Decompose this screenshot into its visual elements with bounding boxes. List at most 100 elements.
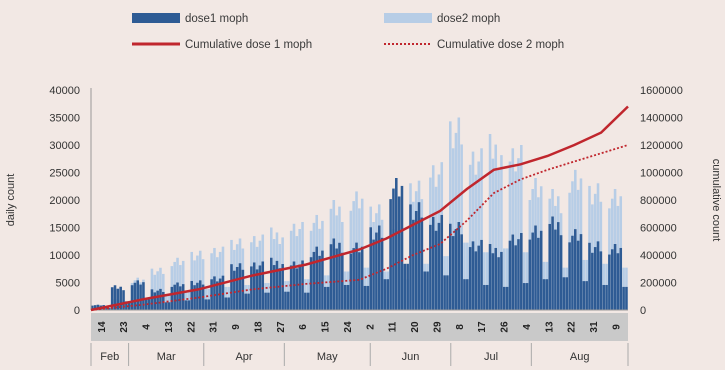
dose1-bar (579, 234, 583, 310)
dose1-bar (162, 291, 165, 310)
dose2-bar (466, 242, 469, 310)
dose1-bar (406, 263, 409, 310)
y-axis-ticks: 40000 35000 30000 25000 20000 15000 10000 5000 0 (49, 85, 80, 317)
dose1-bar (153, 292, 157, 310)
dose1-bar (400, 185, 404, 310)
dose1-bar (449, 223, 452, 310)
cumulative-dose2-line (90, 144, 629, 311)
dose2-bar (514, 171, 517, 310)
dose1-bar (517, 239, 520, 310)
y2-tick-label: 400000 (640, 250, 677, 262)
dose1-bar (446, 275, 449, 310)
dose1-bar (252, 262, 256, 310)
dose1-bar (602, 284, 605, 310)
x-tick-label: 14 (97, 321, 108, 333)
dose1-bar (278, 268, 282, 310)
dose2-bar (505, 248, 509, 310)
x-tick-label: 4 (142, 324, 153, 330)
x-tick-label: 22 (567, 321, 578, 333)
legend: dose1 moph dose2 moph Cumulative dose 1 … (132, 13, 564, 51)
dose1-bar (480, 239, 483, 310)
x-tick-label: 6 (298, 324, 309, 330)
dose1-bar (198, 280, 202, 310)
dose1-bar (429, 224, 432, 310)
dose1-bar (113, 285, 117, 310)
dose1-bar (568, 242, 571, 310)
dose1-bar (173, 284, 176, 310)
dose1-bar (431, 216, 435, 310)
dose1-bar (108, 308, 111, 310)
dose1-bar (144, 299, 148, 310)
dose1-bar (235, 266, 239, 310)
dose1-bar (156, 290, 159, 310)
dose1-bar (514, 245, 517, 310)
x-tick-label: 11 (388, 321, 399, 332)
dose2-bar (468, 164, 472, 310)
dose1-bar (147, 299, 151, 310)
y2-tick-label: 200000 (640, 278, 677, 290)
x-tick-label: 18 (253, 321, 264, 333)
x-tick-label: 15 (321, 321, 332, 333)
dose1-bar (329, 244, 333, 310)
dose1-bar (551, 216, 554, 310)
dose1-bar (525, 283, 529, 310)
dose2-bar (480, 148, 483, 310)
dose1-bar (596, 241, 600, 310)
dose1-bar (588, 242, 591, 310)
dose1-bar (531, 232, 534, 310)
dose1-bar (190, 280, 194, 310)
dose1-bar (483, 284, 486, 310)
dose1-bar (608, 254, 611, 310)
dose1-bar (485, 284, 489, 310)
dose1-bar (562, 277, 566, 310)
x-tick-label: 9 (231, 324, 242, 330)
dose2-bar (497, 169, 500, 310)
dose1-bar (116, 288, 120, 310)
dose1-bar (423, 271, 426, 310)
dose1-bar (122, 290, 125, 310)
dose1-bar (417, 202, 421, 310)
dose2-bar (451, 148, 455, 310)
dose2-bar (457, 117, 461, 310)
dose1-bar (616, 253, 620, 310)
month-labels: Feb Mar Apr May Jun Jul Aug (90, 343, 629, 366)
dose1-bar (457, 222, 461, 310)
dose2-bar (471, 151, 475, 310)
dose1-bar (159, 288, 162, 310)
date-band (91, 313, 628, 341)
month-label: Jul (484, 351, 498, 363)
dose1-bars (91, 178, 628, 310)
dose1-bar (505, 286, 509, 310)
legend-label-cum2: Cumulative dose 2 moph (437, 39, 564, 51)
dose1-bar (383, 279, 387, 310)
dose1-bar (392, 188, 395, 310)
dose2-bar (491, 158, 495, 310)
dose1-bar (414, 211, 418, 310)
dose1-bar (270, 257, 273, 310)
dose1-bar (275, 260, 279, 310)
dose1-bar (520, 233, 523, 310)
dose1-bar (306, 292, 310, 310)
dose2-bar (463, 242, 466, 310)
dose1-bar (224, 297, 228, 310)
dose1-bar (625, 286, 628, 310)
dose1-bar (210, 279, 213, 310)
dose1-bar (244, 293, 247, 310)
dose1-bar (380, 237, 384, 310)
dose2-bar (485, 252, 489, 310)
dose1-bar (494, 247, 498, 310)
dose1-bar (207, 299, 211, 310)
dose1-bar (264, 292, 267, 310)
dose1-bar (230, 264, 233, 310)
dose1-bar (565, 277, 569, 310)
x-tick-label: 29 (432, 321, 443, 333)
dose1-bar (110, 287, 114, 310)
month-label: Feb (100, 351, 119, 363)
dose1-bar (454, 229, 458, 310)
dose2-bar (502, 248, 506, 310)
x-axis-ticks: 14 23 4 13 22 31 9 18 27 6 15 24 2 11 20 29 8 17 26 4 13 22 31… (97, 321, 623, 333)
dose1-bar (105, 308, 108, 310)
y-tick-label: 25000 (49, 168, 80, 180)
dose1-bar (233, 270, 236, 310)
y2-axis-title: cumulative count (710, 159, 722, 242)
